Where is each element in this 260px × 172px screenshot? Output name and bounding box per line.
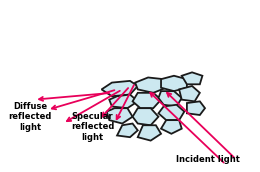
Polygon shape: [158, 91, 182, 106]
Polygon shape: [133, 93, 161, 108]
Polygon shape: [133, 108, 158, 125]
Polygon shape: [158, 105, 184, 120]
Polygon shape: [187, 101, 205, 115]
Text: Diffuse
reflected
light: Diffuse reflected light: [9, 102, 52, 132]
Polygon shape: [182, 72, 203, 84]
Text: Specular
reflected
light: Specular reflected light: [71, 112, 114, 142]
Polygon shape: [161, 120, 182, 134]
Text: Incident light: Incident light: [176, 155, 239, 164]
Polygon shape: [161, 76, 187, 91]
Polygon shape: [135, 77, 166, 93]
Polygon shape: [117, 123, 138, 137]
Polygon shape: [179, 86, 200, 101]
Polygon shape: [109, 95, 138, 108]
Polygon shape: [107, 108, 133, 123]
Polygon shape: [102, 81, 138, 96]
Polygon shape: [138, 125, 161, 141]
